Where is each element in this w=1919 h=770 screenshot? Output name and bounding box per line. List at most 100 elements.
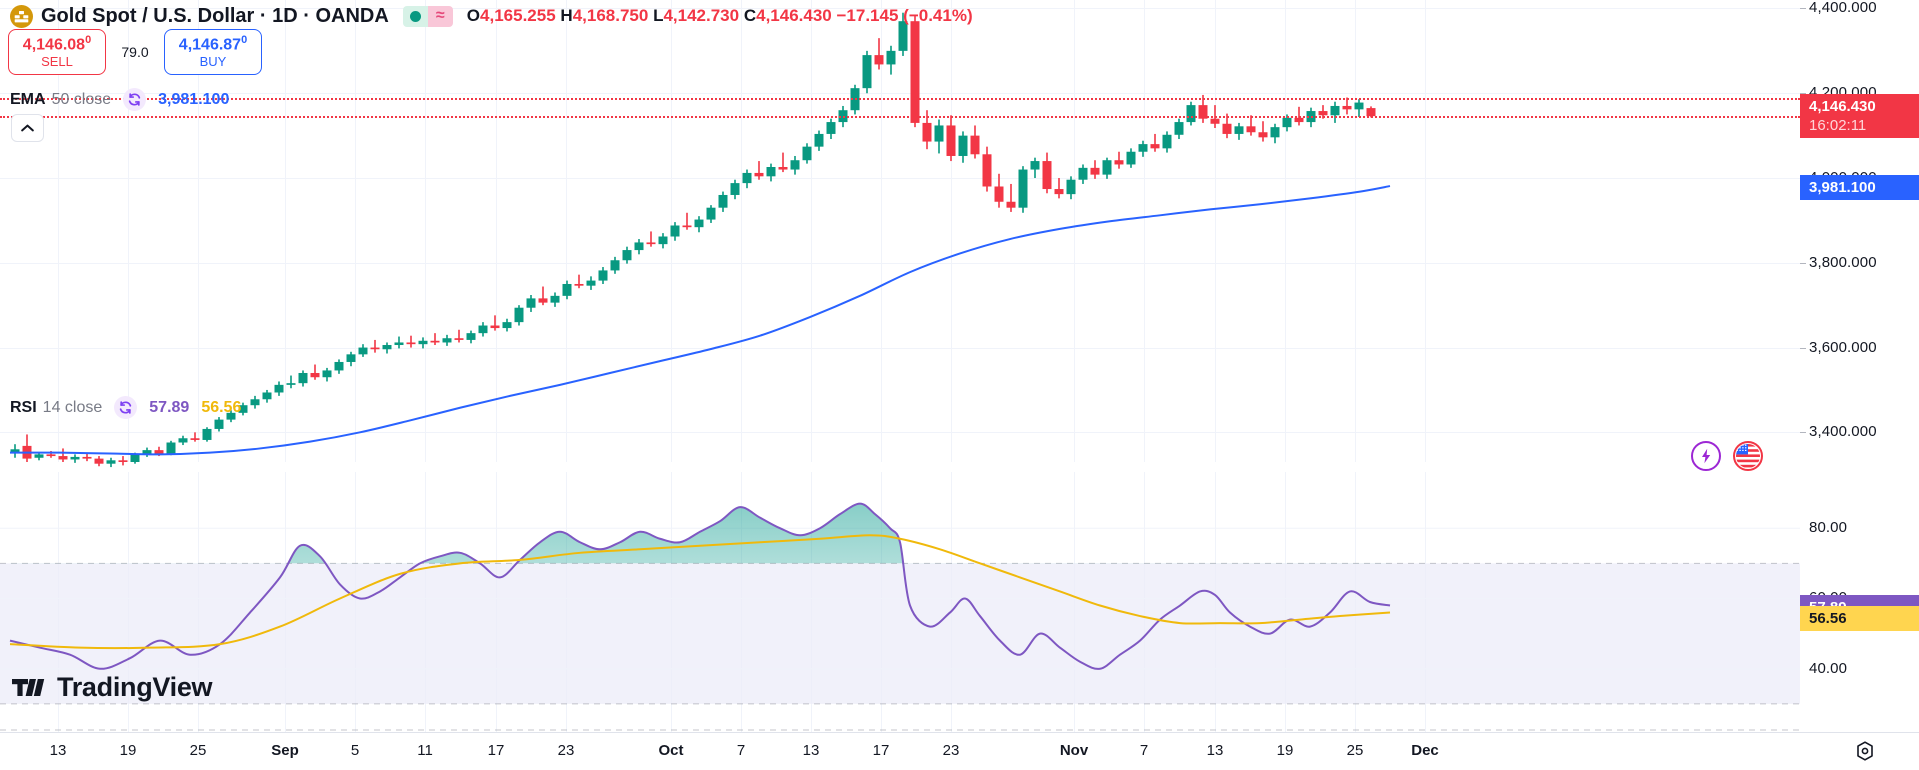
- ohlc-values: O4,165.255 H4,168.750 L4,142.730 C4,146.…: [467, 6, 973, 26]
- sell-button[interactable]: 4,146.080 SELL: [8, 29, 106, 75]
- rsi-ma-line: [9, 534, 1391, 650]
- axis-tick: [1800, 347, 1806, 349]
- candle-body: [1222, 123, 1232, 134]
- candle-body: [490, 325, 500, 329]
- candle-body: [1066, 179, 1076, 195]
- candle-body: [730, 183, 740, 195]
- candle-body: [562, 283, 572, 296]
- candle-body: [790, 160, 800, 170]
- ema-name: EMA: [10, 90, 46, 108]
- ohlc-high-key: H: [560, 6, 573, 25]
- candle-body: [874, 55, 884, 65]
- ohlc-low-key: L: [653, 6, 664, 25]
- lightning-bolt-button[interactable]: [1691, 441, 1721, 471]
- candle-body: [238, 405, 248, 413]
- candle-body: [154, 450, 164, 454]
- page-title: Gold Spot / U.S. Dollar · 1D · OANDA: [41, 4, 389, 27]
- candle-body: [430, 340, 440, 343]
- chevron-up-icon: [21, 124, 34, 132]
- candle-body: [814, 133, 824, 147]
- tradingview-watermark: TradingView: [12, 672, 213, 703]
- ema-price-badge[interactable]: 3,981.100: [1800, 175, 1919, 201]
- time-axis-label: 19: [1276, 742, 1294, 759]
- rsi-params: 14 close: [42, 398, 103, 416]
- candle-body: [442, 338, 452, 343]
- price-pane[interactable]: [0, 0, 1800, 468]
- candle-body: [358, 347, 368, 355]
- candle-body: [538, 298, 548, 303]
- candle-body: [466, 333, 476, 340]
- ohlc-change-percent: (−0.41%): [903, 6, 973, 25]
- candle-body: [610, 260, 620, 271]
- buy-button[interactable]: 4,146.870 BUY: [164, 29, 262, 75]
- candle-body: [70, 456, 80, 460]
- candle-body: [946, 125, 956, 156]
- time-axis-label: 17: [872, 742, 890, 759]
- rsi-indicator-legend[interactable]: RSI 14 close 57.89 56.56: [10, 396, 241, 419]
- time-axis-label: 7: [1139, 742, 1149, 759]
- symbol-title-row[interactable]: Gold Spot / U.S. Dollar · 1D · OANDA ≈ O…: [10, 0, 973, 32]
- rsi-ma-value-badge[interactable]: 56.56: [1800, 605, 1919, 631]
- last-price-value: 4,146.430: [1809, 97, 1876, 115]
- buy-label: BUY: [199, 54, 227, 70]
- rsi-pane[interactable]: [0, 472, 1800, 732]
- candle-body: [370, 347, 380, 350]
- price-axis[interactable]: 4,400.0004,200.0004,000.0003,800.0003,60…: [1800, 0, 1919, 732]
- lightning-bolt-icon: [1702, 448, 1711, 464]
- axis-tick: [1800, 432, 1806, 434]
- candle-body: [898, 21, 908, 51]
- candle-body: [670, 225, 680, 237]
- us-flag-button[interactable]: [1733, 441, 1763, 471]
- rsi-name: RSI: [10, 398, 37, 416]
- candle-body: [274, 384, 284, 393]
- candle-body: [1234, 126, 1244, 134]
- candle-body: [118, 460, 128, 462]
- candle-body: [226, 412, 236, 420]
- candle-body: [1006, 201, 1016, 208]
- ohlc-high-value: 4,168.750: [572, 6, 649, 25]
- candle-body: [982, 154, 992, 187]
- settings-button[interactable]: [1853, 739, 1877, 763]
- candle-body: [418, 340, 428, 345]
- refresh-icon[interactable]: [123, 88, 147, 111]
- candle-body: [190, 438, 200, 440]
- candle-body: [262, 392, 272, 400]
- ema-indicator-legend[interactable]: EMA 50 close 3,981.100: [10, 88, 229, 111]
- market-open-badge[interactable]: [402, 5, 428, 27]
- candle-body: [94, 458, 104, 464]
- buy-price: 4,146.870: [178, 33, 248, 53]
- candle-body: [1366, 108, 1376, 117]
- time-axis[interactable]: 13 19 25 Sep 5 11 17 23 Oct 7 13 17 23 Nov 7 13 19 25 Dec: [0, 732, 1919, 770]
- candle-body: [682, 225, 692, 228]
- ohlc-close-value: 4,146.430: [756, 6, 832, 25]
- candle-body: [106, 460, 116, 464]
- candle-body: [622, 250, 632, 261]
- tradingview-logo-icon: [12, 678, 45, 696]
- candle-body: [862, 55, 872, 89]
- candle-body: [1090, 167, 1100, 175]
- candle-body: [778, 166, 788, 170]
- time-axis-label: 17: [487, 742, 505, 759]
- collapse-pane-button[interactable]: [11, 114, 44, 142]
- ohlc-open-key: O: [466, 6, 481, 25]
- approx-badge[interactable]: ≈: [427, 5, 453, 27]
- time-axis-label: Sep: [271, 742, 299, 759]
- candle-body: [82, 456, 92, 459]
- price-axis-label: 3,400.000: [1809, 423, 1877, 441]
- time-axis-label: Nov: [1059, 742, 1089, 759]
- refresh-icon[interactable]: [114, 396, 138, 419]
- last-price-badge[interactable]: 4,146.430 16:02:11: [1800, 93, 1919, 138]
- candle-body: [46, 454, 56, 457]
- candle-body: [1282, 117, 1292, 128]
- us-flag-icon: [1736, 444, 1760, 468]
- candle-body: [1114, 160, 1124, 165]
- candle-body: [994, 186, 1004, 202]
- candle-body: [526, 298, 536, 308]
- candle-body: [1186, 105, 1196, 123]
- candle-body: [322, 370, 332, 378]
- axis-tick: [1800, 93, 1806, 95]
- candle-body: [250, 399, 260, 406]
- candle-body: [10, 449, 20, 453]
- candle-body: [478, 325, 488, 334]
- sell-price: 4,146.080: [22, 33, 92, 53]
